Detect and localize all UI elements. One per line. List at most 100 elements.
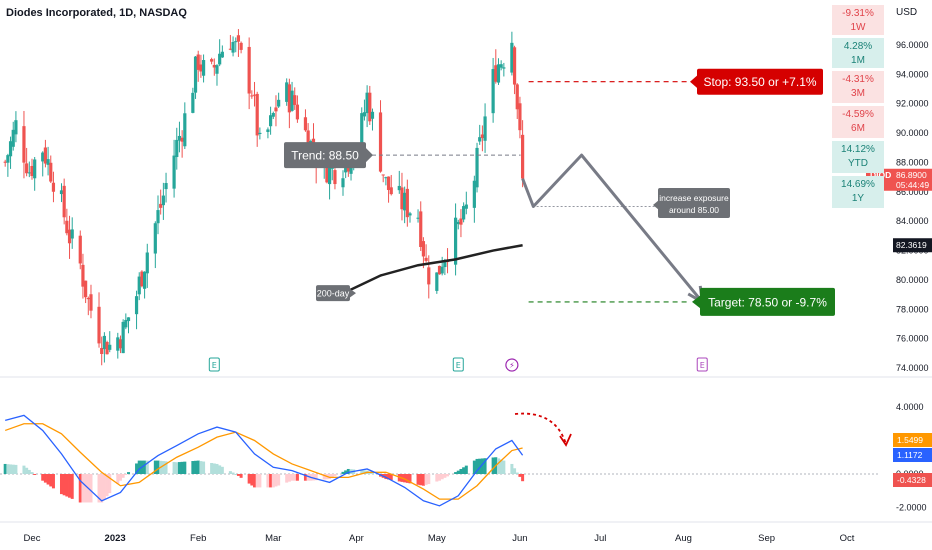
- candle-body: [496, 64, 501, 83]
- candle-body: [175, 139, 179, 158]
- macd-histogram-bar: [97, 474, 101, 503]
- performance-period: 1M: [851, 55, 865, 66]
- price-tick-label: 90.0000: [896, 128, 929, 138]
- performance-pct: -4.31%: [842, 74, 874, 85]
- candle-body: [153, 223, 157, 254]
- macd-histogram-bar: [322, 474, 326, 480]
- macd-histogram-bar: [475, 458, 479, 474]
- candle-body: [234, 41, 238, 43]
- macd-histogram-bar: [51, 474, 55, 489]
- candle-body: [510, 42, 514, 73]
- candle-body: [384, 177, 388, 179]
- macd-histogram-bar: [22, 465, 26, 474]
- macd-line: [5, 414, 524, 507]
- candle-body: [295, 104, 300, 120]
- candle-body: [381, 174, 385, 176]
- macd-histogram-bar: [78, 474, 82, 503]
- macd-histogram-bar: [105, 474, 109, 497]
- projection-path: [521, 153, 704, 303]
- candle-body: [65, 220, 69, 234]
- macd-histogram-bar: [389, 474, 393, 480]
- candle-body: [145, 252, 149, 274]
- macd-histogram-bar: [70, 474, 74, 499]
- stop-label: Stop: 93.50 or +7.1%: [703, 75, 816, 89]
- candle-body: [62, 185, 66, 218]
- macd-histogram-bar: [513, 468, 517, 474]
- candle-body: [105, 342, 109, 355]
- macd-histogram-bar: [161, 461, 165, 474]
- macd-histogram-bar: [59, 474, 63, 495]
- candle-body: [435, 272, 439, 291]
- dividend-marker-circle[interactable]: [505, 358, 519, 372]
- performance-pct: -9.31%: [842, 8, 874, 19]
- macd-histogram-bar: [143, 460, 147, 474]
- candle-body: [215, 65, 219, 74]
- price-tick-label: 92.0000: [896, 99, 929, 109]
- macd-histogram-bar: [43, 474, 47, 483]
- macd-histogram-bar: [427, 474, 431, 485]
- macd-histogram-bar: [443, 474, 447, 478]
- time-tick-label: Sep: [758, 533, 775, 544]
- macd-histogram-bar: [236, 474, 240, 476]
- ma-200-line: [339, 244, 523, 296]
- time-tick-label: Mar: [265, 533, 281, 544]
- candle-body: [290, 90, 294, 111]
- candle-body: [236, 35, 241, 42]
- macd-histogram-bar: [153, 460, 157, 474]
- macd-badge: 1.1172: [897, 450, 923, 460]
- target-label: Target: 78.50 or -9.7%: [708, 295, 827, 309]
- macd-histogram-bar: [218, 465, 222, 474]
- performance-pct: 4.28%: [843, 41, 873, 52]
- price-tick-label: 86.0000: [896, 187, 929, 197]
- macd-histogram-bar: [9, 464, 13, 474]
- earnings-marker-recent-box[interactable]: [452, 357, 464, 372]
- candle-body: [193, 56, 198, 93]
- candle-body: [341, 178, 345, 188]
- performance-cell-1w: -9.31% 1W: [832, 5, 884, 35]
- macd-histogram-bar: [510, 463, 514, 474]
- macd-histogram-bar: [62, 474, 66, 496]
- candle-body: [416, 217, 420, 219]
- price-tick-label: 78.0000: [896, 304, 929, 314]
- candle-body: [502, 67, 506, 69]
- candle-body: [464, 204, 468, 209]
- earnings-marker-upcoming-box[interactable]: [696, 357, 708, 372]
- earnings-marker-past-box[interactable]: [208, 357, 220, 372]
- macd-histogram-bar: [285, 474, 289, 483]
- candle-body: [89, 294, 93, 311]
- macd-histogram-bar: [370, 473, 374, 475]
- candle-body: [437, 265, 442, 275]
- macd-histogram-bar: [172, 462, 176, 474]
- candle-body: [137, 276, 141, 295]
- macd-histogram-bar: [346, 468, 350, 474]
- candle-body: [459, 218, 463, 225]
- candle-body: [81, 264, 85, 287]
- candle-body: [515, 84, 519, 110]
- price-badge-symbol: DIOD: [870, 170, 891, 180]
- candle-body: [201, 60, 206, 76]
- performance-period: YTD: [848, 158, 868, 169]
- chart-title: Diodes Incorporated, 1D, NASDAQ: [6, 7, 187, 19]
- candle-body: [161, 195, 165, 206]
- earnings-marker-recent: E: [456, 361, 461, 370]
- candle-body: [327, 164, 332, 185]
- macd-histogram-bar: [295, 474, 299, 481]
- candle-body: [121, 321, 125, 354]
- macd-histogram-bar: [416, 474, 420, 485]
- candle-body: [59, 190, 64, 195]
- candle-body: [499, 64, 503, 68]
- candle-body: [483, 116, 487, 141]
- macd-histogram-bar: [459, 468, 463, 474]
- candle-body: [100, 347, 104, 354]
- ma-label-pointer: [349, 288, 356, 299]
- candle-body: [421, 241, 426, 257]
- macd-histogram-bar: [271, 474, 275, 488]
- candle-body: [389, 187, 393, 195]
- candle-body: [8, 141, 13, 157]
- time-tick-label: Jul: [594, 533, 606, 544]
- macd-histogram-bar: [121, 474, 125, 478]
- macd-histogram-bar: [234, 474, 238, 475]
- candle-body: [453, 217, 458, 265]
